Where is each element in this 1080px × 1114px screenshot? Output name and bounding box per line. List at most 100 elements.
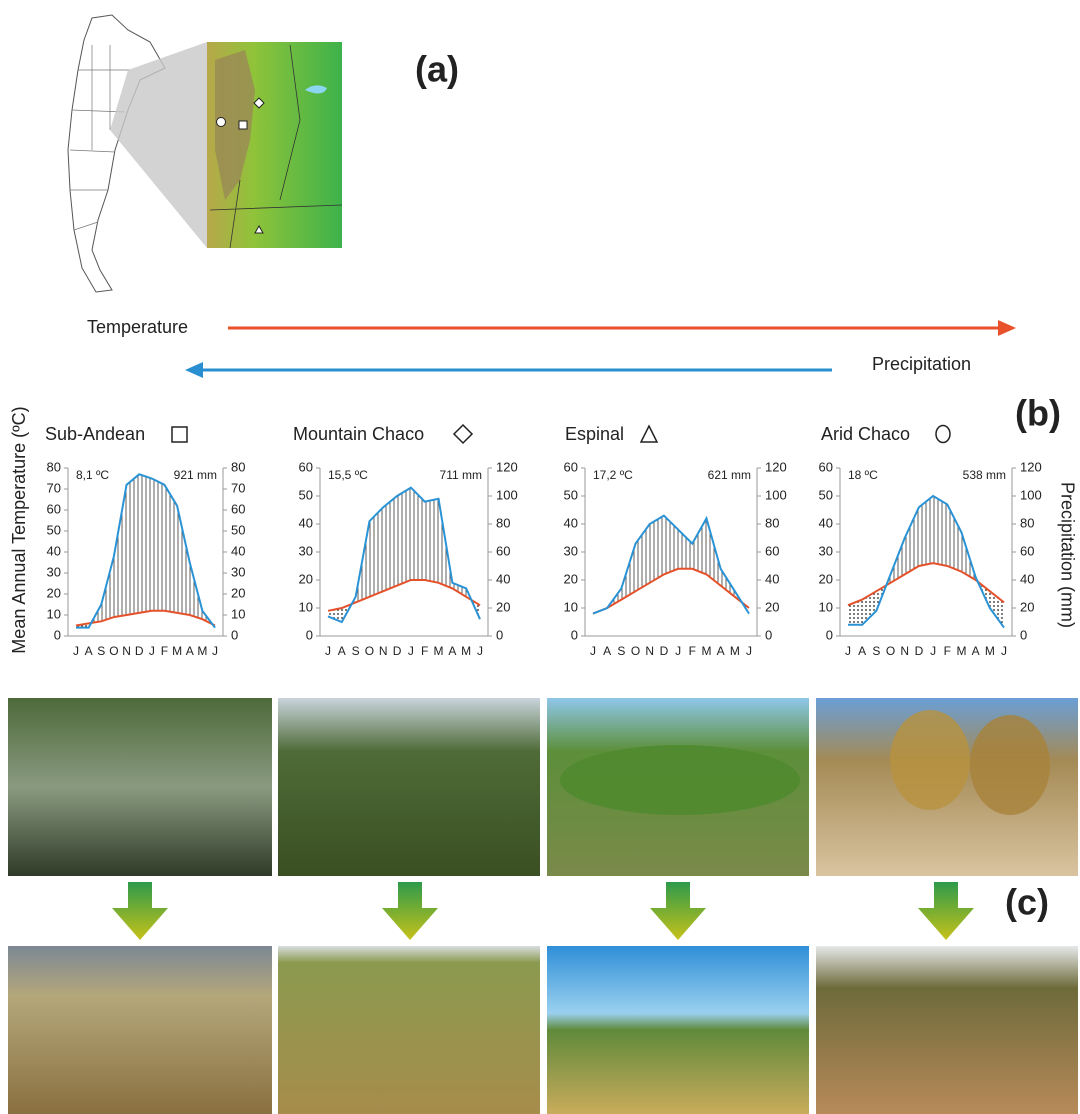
photo bbox=[816, 946, 1078, 1114]
x-tick-label: D bbox=[660, 644, 669, 658]
y-tick-label: 10 bbox=[819, 599, 833, 614]
x-tick-label: A bbox=[338, 644, 346, 658]
y2-tick-label: 0 bbox=[231, 627, 238, 642]
y-tick-label: 0 bbox=[306, 627, 313, 642]
x-tick-label: A bbox=[448, 644, 456, 658]
x-tick-label: S bbox=[352, 644, 360, 658]
x-tick-label: F bbox=[689, 644, 696, 658]
symbol bbox=[454, 425, 472, 443]
y2-tick-label: 100 bbox=[1020, 487, 1042, 502]
y-tick-label: 70 bbox=[47, 480, 61, 495]
y-tick-label: 30 bbox=[564, 543, 578, 558]
x-tick-label: J bbox=[477, 644, 483, 658]
x-tick-label: A bbox=[186, 644, 194, 658]
x-tick-label: J bbox=[1001, 644, 1007, 658]
y2-tick-label: 80 bbox=[765, 515, 779, 530]
x-tick-label: O bbox=[631, 644, 640, 658]
panel-label: (c) bbox=[1005, 882, 1049, 923]
y-tick-label: 60 bbox=[47, 501, 61, 516]
y2-tick-label: 60 bbox=[1020, 543, 1034, 558]
annotation: 621 mm bbox=[708, 468, 751, 482]
y2-tick-label: 0 bbox=[765, 627, 772, 642]
y2-tick-label: 100 bbox=[765, 487, 787, 502]
arrow-label: Precipitation bbox=[872, 354, 971, 374]
x-tick-label: S bbox=[872, 644, 880, 658]
y2-tick-label: 20 bbox=[496, 599, 510, 614]
x-tick-label: N bbox=[900, 644, 909, 658]
y2-tick-label: 0 bbox=[496, 627, 503, 642]
x-tick-label: F bbox=[944, 644, 951, 658]
chart-title: Sub-Andean bbox=[45, 424, 145, 444]
x-tick-label: D bbox=[915, 644, 924, 658]
x-tick-label: J bbox=[845, 644, 851, 658]
y-tick-label: 60 bbox=[299, 459, 313, 474]
y2-tick-label: 20 bbox=[765, 599, 779, 614]
x-tick-label: M bbox=[701, 644, 711, 658]
y2-tick-label: 60 bbox=[765, 543, 779, 558]
y-tick-label: 80 bbox=[47, 459, 61, 474]
photo bbox=[8, 698, 272, 876]
x-tick-label: J bbox=[212, 644, 218, 658]
x-tick-label: M bbox=[434, 644, 444, 658]
annotation: 538 mm bbox=[963, 468, 1006, 482]
y2-tick-label: 120 bbox=[1020, 459, 1042, 474]
x-tick-label: D bbox=[135, 644, 144, 658]
dry-dots bbox=[848, 563, 1004, 636]
y2-tick-label: 40 bbox=[231, 543, 245, 558]
x-tick-label: M bbox=[730, 644, 740, 658]
x-tick-label: F bbox=[421, 644, 428, 658]
y2-tick-label: 100 bbox=[496, 487, 518, 502]
annotation: 17,2 ºC bbox=[593, 468, 633, 482]
y-tick-label: 50 bbox=[564, 487, 578, 502]
x-tick-label: J bbox=[746, 644, 752, 658]
photo bbox=[278, 698, 540, 876]
y2-tick-label: 40 bbox=[496, 571, 510, 586]
y2-tick-label: 30 bbox=[231, 564, 245, 579]
y-tick-label: 20 bbox=[299, 571, 313, 586]
x-tick-label: F bbox=[161, 644, 168, 658]
symbol bbox=[936, 426, 950, 443]
y2-tick-label: 10 bbox=[231, 606, 245, 621]
map bbox=[68, 15, 342, 292]
y-tick-label: 30 bbox=[299, 543, 313, 558]
y2-tick-label: 70 bbox=[231, 480, 245, 495]
y-tick-label: 0 bbox=[826, 627, 833, 642]
annotation: 711 mm bbox=[440, 468, 482, 482]
x-tick-label: J bbox=[73, 644, 79, 658]
y-tick-label: 60 bbox=[819, 459, 833, 474]
y-tick-label: 60 bbox=[564, 459, 578, 474]
panel-label: (b) bbox=[1015, 393, 1061, 434]
x-tick-label: A bbox=[85, 644, 93, 658]
annotation: 15,5 ºC bbox=[328, 468, 368, 482]
panel-label: (a) bbox=[415, 49, 459, 90]
arrow-head bbox=[998, 320, 1016, 336]
x-tick-label: M bbox=[197, 644, 207, 658]
x-tick-label: A bbox=[603, 644, 611, 658]
x-tick-label: D bbox=[393, 644, 402, 658]
y-tick-label: 10 bbox=[564, 599, 578, 614]
x-tick-label: M bbox=[956, 644, 966, 658]
chart-title: Espinal bbox=[565, 424, 624, 444]
y-tick-label: 40 bbox=[47, 543, 61, 558]
y-tick-label: 50 bbox=[47, 522, 61, 537]
annotation: 8,1 ºC bbox=[76, 468, 109, 482]
y2-tick-label: 50 bbox=[231, 522, 245, 537]
y-tick-label: 0 bbox=[54, 627, 61, 642]
x-tick-label: M bbox=[461, 644, 471, 658]
x-tick-label: N bbox=[645, 644, 654, 658]
y-tick-label: 10 bbox=[47, 606, 61, 621]
y2-tick-label: 80 bbox=[1020, 515, 1034, 530]
x-tick-label: J bbox=[590, 644, 596, 658]
y2-tick-label: 20 bbox=[231, 585, 245, 600]
x-tick-label: O bbox=[365, 644, 374, 658]
x-tick-label: S bbox=[97, 644, 105, 658]
y2-tick-label: 120 bbox=[765, 459, 787, 474]
y-tick-label: 20 bbox=[564, 571, 578, 586]
x-tick-label: O bbox=[886, 644, 895, 658]
x-tick-label: J bbox=[408, 644, 414, 658]
y2-tick-label: 20 bbox=[1020, 599, 1034, 614]
x-tick-label: J bbox=[325, 644, 331, 658]
y-tick-label: 40 bbox=[299, 515, 313, 530]
y2-tick-label: 80 bbox=[496, 515, 510, 530]
y2-tick-label: 60 bbox=[231, 501, 245, 516]
